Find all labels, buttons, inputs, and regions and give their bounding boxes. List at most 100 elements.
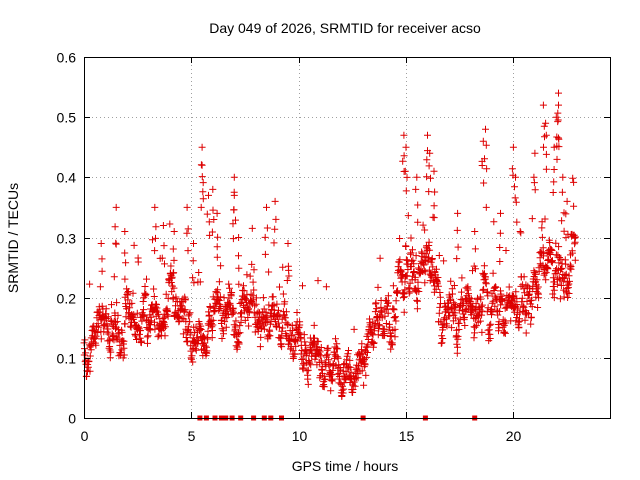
- data-point: [532, 270, 540, 278]
- data-point: [162, 290, 170, 298]
- peak-point: [189, 257, 197, 265]
- x-tick-label: 20: [506, 428, 522, 444]
- data-point: [535, 294, 543, 302]
- data-point: [362, 371, 370, 379]
- peak-point: [511, 183, 518, 191]
- labels-layer: 0 0.1 0.2 0.3 0.4 0.5 0.6 0 5 10 15 20: [57, 50, 522, 445]
- data-point: [245, 322, 253, 330]
- data-point: [310, 321, 318, 329]
- data-point: [279, 290, 287, 298]
- peak-point: [263, 224, 271, 232]
- data-point: [112, 318, 119, 326]
- peak-point: [401, 167, 409, 175]
- data-point: [243, 299, 250, 307]
- data-point: [240, 287, 248, 295]
- data-point: [405, 289, 413, 297]
- data-point: [354, 374, 362, 382]
- data-point: [186, 331, 194, 339]
- data-point: [453, 340, 461, 348]
- peak-point: [152, 223, 160, 231]
- peak-point: [483, 165, 491, 173]
- data-point: [306, 359, 314, 367]
- peak-point: [205, 218, 213, 226]
- data-point: [182, 334, 190, 341]
- data-point: [343, 356, 351, 364]
- peak-point: [423, 173, 431, 181]
- peak-point: [430, 167, 438, 175]
- peak-point: [161, 260, 168, 268]
- data-point: [477, 303, 485, 311]
- data-point: [139, 312, 147, 320]
- data-point: [292, 335, 300, 343]
- data-point: [255, 317, 262, 325]
- peak-point: [481, 155, 488, 163]
- data-point: [567, 265, 575, 273]
- data-point: [113, 318, 121, 326]
- data-point: [249, 278, 257, 286]
- data-point: [471, 323, 479, 331]
- data-point: [161, 323, 169, 331]
- data-point: [400, 308, 408, 316]
- peak-point: [542, 131, 550, 139]
- data-point: [495, 318, 503, 326]
- peak-point: [261, 233, 269, 241]
- data-point: [168, 273, 176, 281]
- peak-point: [151, 203, 159, 211]
- peak-point: [472, 265, 479, 273]
- data-point: [528, 215, 536, 223]
- data-point: [531, 269, 539, 277]
- data-point: [516, 315, 523, 323]
- data-point: [240, 282, 247, 290]
- data-point: [251, 328, 259, 336]
- data-point: [324, 344, 332, 352]
- data-point: [321, 359, 329, 367]
- data-point: [130, 241, 138, 249]
- data-point: [282, 308, 290, 316]
- data-point: [244, 314, 252, 321]
- peak-point: [170, 256, 178, 264]
- data-point: [478, 301, 486, 309]
- data-point: [179, 330, 187, 338]
- data-point: [266, 332, 274, 340]
- data-point: [458, 288, 465, 296]
- y-tick-label: 0.3: [57, 231, 77, 247]
- peak-point: [530, 179, 538, 187]
- data-point: [314, 277, 322, 285]
- data-point: [521, 316, 529, 324]
- data-point: [411, 273, 419, 281]
- data-point: [260, 325, 268, 333]
- peak-point: [263, 203, 270, 211]
- data-point: [328, 371, 336, 379]
- data-point: [490, 218, 498, 226]
- data-point: [297, 335, 305, 343]
- data-point: [226, 284, 233, 292]
- data-point: [486, 321, 494, 329]
- data-point: [236, 329, 244, 337]
- data-point: [425, 246, 433, 254]
- peak-point: [511, 194, 519, 202]
- data-point: [248, 260, 256, 268]
- data-point: [102, 305, 110, 313]
- data-point: [555, 259, 563, 267]
- data-point: [414, 297, 421, 305]
- data-point: [378, 308, 386, 316]
- data-point: [461, 313, 468, 321]
- data-point: [289, 347, 297, 355]
- data-point: [166, 220, 174, 228]
- data-point: [351, 382, 359, 390]
- data-point: [566, 261, 574, 269]
- peak-point: [424, 131, 431, 139]
- data-point: [210, 308, 218, 316]
- data-point: [384, 309, 392, 317]
- data-point: [396, 256, 404, 264]
- data-point: [386, 323, 394, 331]
- peak-point: [283, 277, 291, 284]
- y-tick-label: 0.2: [57, 291, 77, 307]
- data-point: [540, 252, 547, 260]
- data-point: [333, 340, 341, 348]
- peak-point: [542, 119, 550, 127]
- data-point: [238, 309, 245, 317]
- peak-point: [183, 229, 191, 237]
- data-point: [130, 314, 138, 322]
